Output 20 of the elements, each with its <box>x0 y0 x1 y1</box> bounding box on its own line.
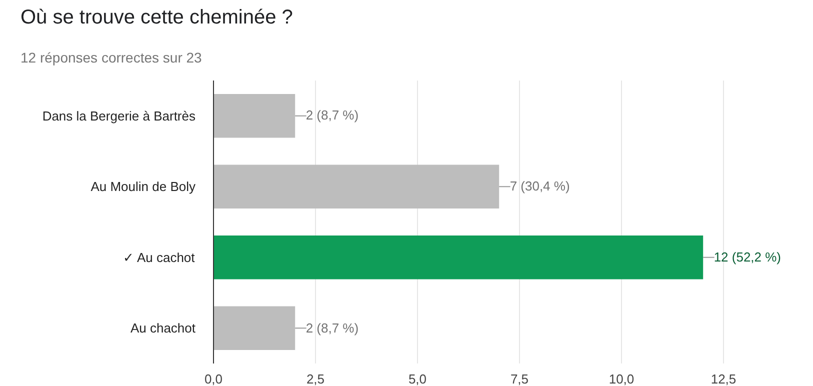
x-tick-label: 12,5 <box>710 372 736 386</box>
x-tick-label: 7,5 <box>510 372 529 386</box>
chart-title: Où se trouve cette cheminée ? <box>20 6 293 28</box>
data-label: 12 (52,2 %) <box>714 249 782 264</box>
bar <box>214 94 296 138</box>
y-tick-label: ✓ Au cachot <box>123 250 196 265</box>
x-tick-label: 0,0 <box>204 372 223 386</box>
y-tick-label: Au Moulin de Boly <box>90 179 196 194</box>
data-label: 7 (30,4 %) <box>510 178 570 194</box>
data-label: 2 (8,7 %) <box>306 108 359 123</box>
x-tick-label: 2,5 <box>306 372 325 386</box>
y-tick-label: Au chachot <box>130 320 196 336</box>
x-tick-label: 10,0 <box>608 372 634 386</box>
bar <box>214 164 500 209</box>
bar <box>214 235 704 280</box>
x-tick-label: 5,0 <box>408 372 427 386</box>
bar <box>214 306 296 350</box>
chart-subtitle: 12 réponses correctes sur 23 <box>20 50 202 66</box>
data-label: 2 (8,7 %) <box>306 320 359 336</box>
y-tick-label: Dans la Bergerie à Bartrès <box>42 108 196 124</box>
